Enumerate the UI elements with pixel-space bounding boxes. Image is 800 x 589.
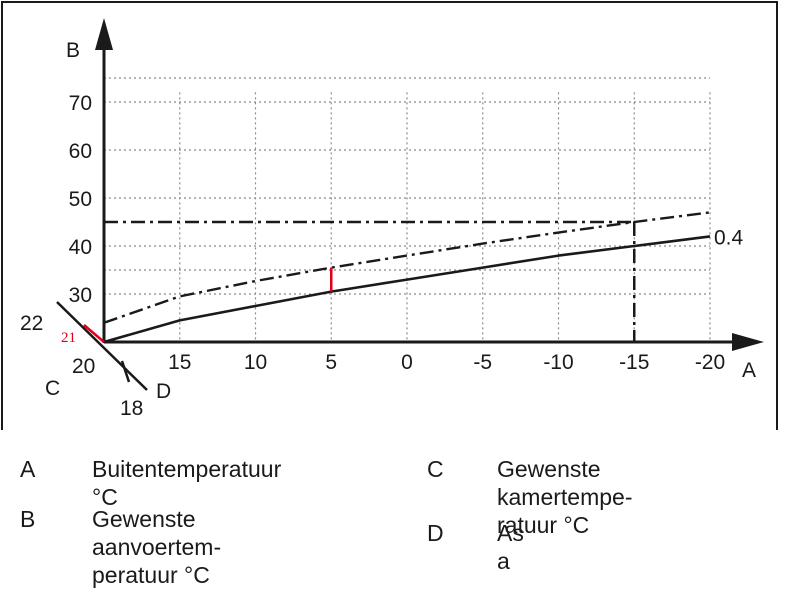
legend-text-d: As a	[497, 519, 524, 575]
axes: BA	[66, 18, 764, 382]
axis-a: 22 21 20 18 C D	[20, 302, 171, 420]
axis-a-line	[57, 302, 147, 390]
chart-frame	[2, 2, 777, 430]
y-tick-label-2: 50	[69, 188, 92, 211]
axis-a-letter-c: C	[45, 377, 60, 400]
x-axis-arrow	[732, 333, 764, 351]
y-axis-arrow	[95, 18, 113, 50]
grid	[104, 78, 710, 342]
x-tick-label-5: -10	[543, 351, 573, 374]
series-layer: 0.4	[104, 212, 744, 342]
reference-lines	[104, 222, 634, 342]
x-tick-label-1: 10	[244, 351, 267, 374]
axis-a-offset-label: 21	[61, 330, 76, 346]
legend-key-b: B	[20, 505, 35, 533]
x-axis-label: A	[742, 359, 756, 382]
axis-a-letter-d: D	[156, 380, 171, 403]
legend-key-c: C	[427, 455, 444, 483]
legend-key-d: D	[427, 519, 444, 547]
y-tick-label-3: 60	[69, 140, 92, 163]
axis-a-label-22: 22	[20, 312, 43, 335]
x-tick-label-3: 0	[401, 351, 413, 374]
legend-key-a: A	[20, 455, 35, 483]
x-tick-label-2: 5	[325, 351, 337, 374]
y-axis-label: B	[66, 39, 80, 62]
series-label: 0.4	[714, 226, 744, 249]
y-tick-label-0: 30	[69, 284, 92, 307]
x-tick-label-0: 15	[168, 351, 191, 374]
x-tick-label-7: -20	[695, 351, 725, 374]
legend-text-a: Buitentemperatuur °C	[92, 455, 281, 511]
x-tick-label-4: -5	[473, 351, 492, 374]
axis-a-label-20: 20	[72, 355, 95, 378]
x-tick-label-6: -15	[619, 351, 649, 374]
y-tick-label-1: 40	[69, 236, 92, 259]
axis-a-label-18: 18	[120, 397, 143, 420]
y-tick-label-4: 70	[69, 92, 92, 115]
legend-text-b: Gewenste aanvoertem- peratuur °C	[92, 505, 221, 589]
